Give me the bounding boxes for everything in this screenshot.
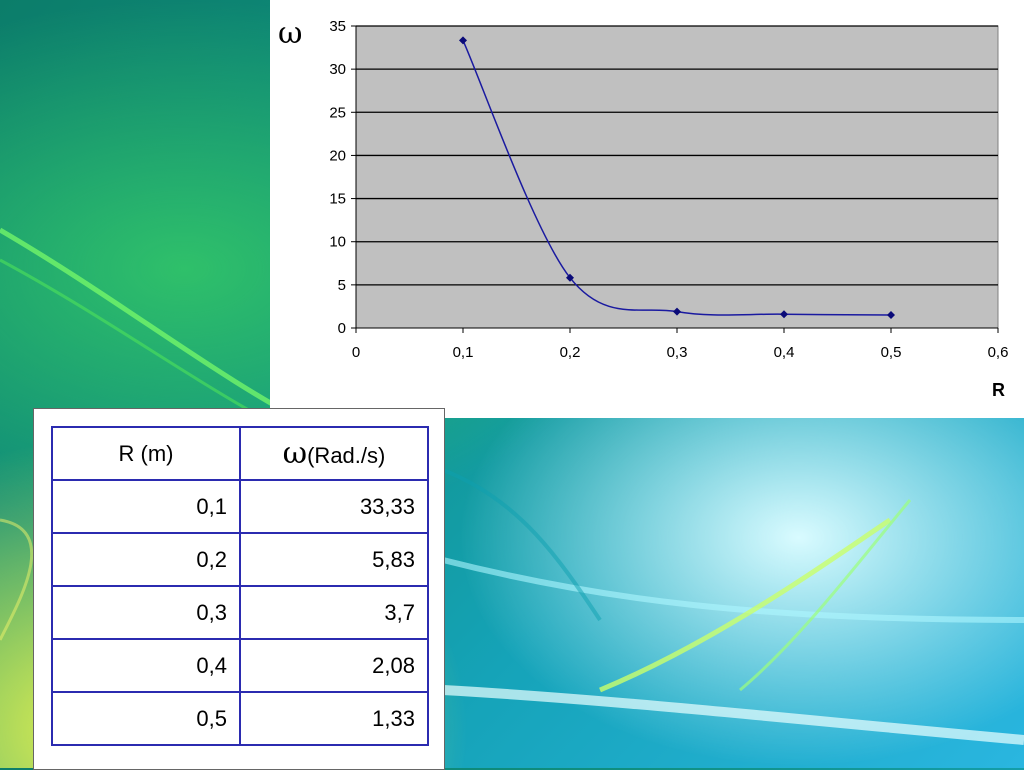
x-tick-label: 0,3: [667, 344, 688, 361]
bg-streak: [442, 468, 602, 622]
cell-omega: 33,33: [239, 479, 429, 534]
y-tick-label: 25: [329, 104, 346, 121]
table-row: 0,4 2,08: [51, 638, 429, 693]
bg-streak: [442, 557, 1024, 623]
y-tick-label: 35: [329, 18, 346, 35]
cell-omega: 2,08: [239, 638, 429, 693]
chart-panel: 0 0,1 0,2 0,3 0,4 0,5 0,6 0 5 10 15 20 25 30 35 ω R: [270, 0, 1024, 418]
series-markers: [459, 36, 895, 320]
header-r: R (m): [51, 426, 241, 481]
x-tick-label: 0,5: [881, 344, 902, 361]
y-tick-label: 0: [338, 320, 346, 337]
x-tick-label: 0,4: [774, 344, 795, 361]
bg-streak: [0, 518, 33, 641]
series-line: [462, 40, 892, 316]
data-point-marker: [673, 307, 681, 316]
y-axis-ticks: 0 5 10 15 20 25 30 35: [329, 18, 356, 337]
plot-area: [355, 25, 999, 329]
cell-omega: 5,83: [239, 532, 429, 587]
x-tick-label: 0: [352, 344, 360, 361]
table-row: 0,5 1,33: [51, 691, 429, 746]
data-point-marker: [887, 311, 895, 320]
data-point-marker: [459, 36, 467, 45]
table-row: 0,2 5,83: [51, 532, 429, 587]
table-row: 0,3 3,7: [51, 585, 429, 640]
cell-r: 0,5: [51, 691, 241, 746]
x-axis-title: R: [992, 380, 1005, 400]
x-tick-label: 0,1: [453, 344, 474, 361]
grid-lines: [356, 25, 998, 286]
cell-r: 0,1: [51, 479, 241, 534]
table-header-row: R (m) ω(Rad./s): [51, 426, 429, 481]
cell-r: 0,3: [51, 585, 241, 640]
omega-unit: (Rad./s): [307, 443, 386, 468]
omega-symbol: ω: [282, 436, 308, 471]
cell-r: 0,2: [51, 532, 241, 587]
header-omega: ω(Rad./s): [239, 426, 429, 481]
y-tick-label: 30: [329, 61, 346, 78]
data-point-marker: [780, 310, 788, 319]
y-axis-title: ω: [278, 16, 302, 51]
bg-streak: [599, 517, 892, 693]
y-tick-label: 10: [329, 234, 346, 251]
data-table: R (m) ω(Rad./s) 0,1 33,33 0,2 5,83 0,3 3…: [51, 426, 429, 746]
x-tick-label: 0,2: [560, 344, 581, 361]
cell-omega: 1,33: [239, 691, 429, 746]
table-row: 0,1 33,33: [51, 479, 429, 534]
y-tick-label: 20: [329, 147, 346, 164]
x-tick-label: 0,6: [988, 344, 1009, 361]
bg-streak: [442, 685, 1024, 745]
bg-streak: [739, 499, 912, 692]
cell-r: 0,4: [51, 638, 241, 693]
data-point-marker: [566, 273, 574, 282]
table-panel: R (m) ω(Rad./s) 0,1 33,33 0,2 5,83 0,3 3…: [33, 408, 445, 770]
omega-vs-r-chart: 0 0,1 0,2 0,3 0,4 0,5 0,6 0 5 10 15 20 25 30 35 ω R: [278, 16, 1009, 400]
x-axis-ticks: 0 0,1 0,2 0,3 0,4 0,5 0,6: [352, 328, 1009, 361]
cell-omega: 3,7: [239, 585, 429, 640]
y-tick-label: 5: [338, 277, 346, 294]
y-tick-label: 15: [329, 191, 346, 208]
